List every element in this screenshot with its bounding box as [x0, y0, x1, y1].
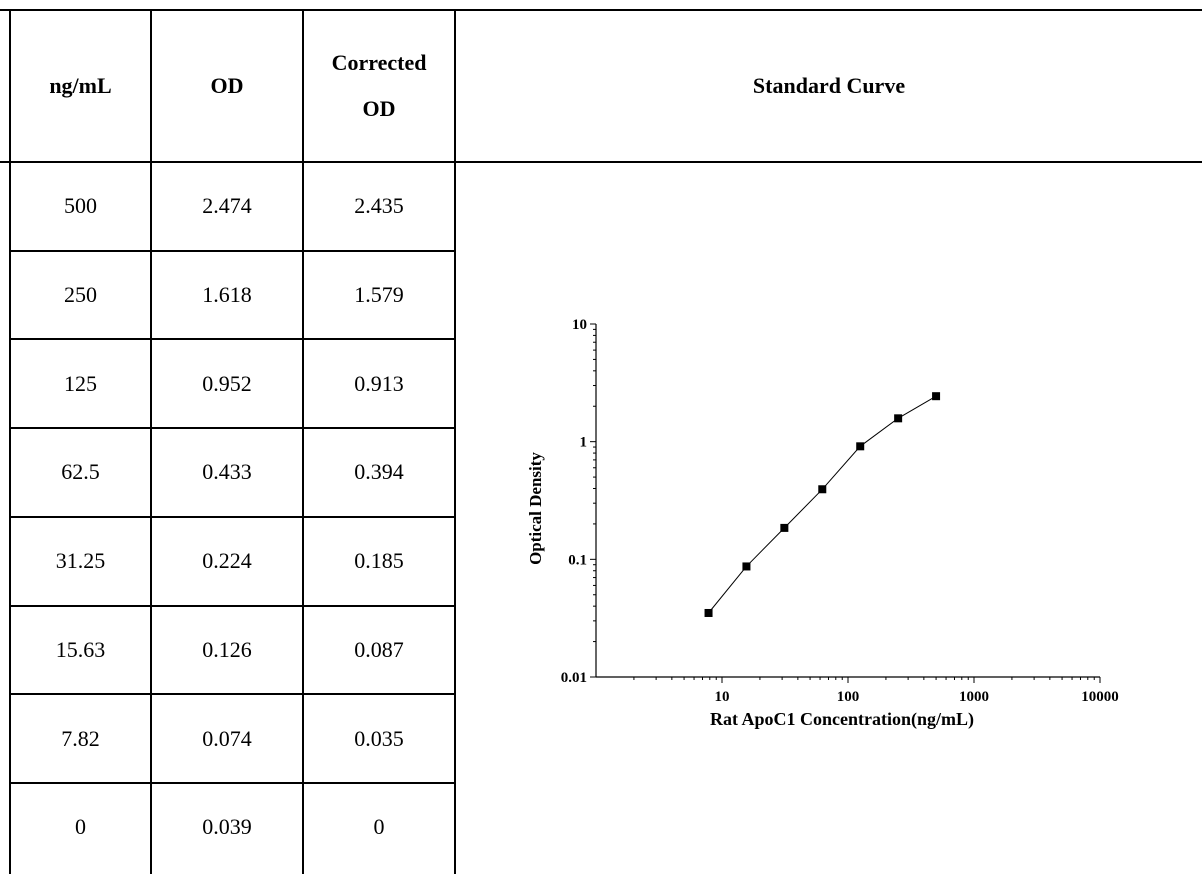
table-cell-od: 0.074 — [202, 725, 252, 751]
table-cell-conc: 31.25 — [55, 548, 106, 574]
table-cell-conc: 62.5 — [61, 459, 100, 485]
x-tick-label: 10 — [715, 689, 730, 705]
table-cell-conc: 0 — [75, 814, 86, 840]
series-line — [708, 395, 937, 614]
table-cell-od: 0.224 — [202, 548, 252, 574]
table-cell-conc: 15.63 — [55, 636, 106, 662]
table-cell-corrected: 0.185 — [354, 548, 404, 574]
data-point — [704, 608, 713, 617]
header-od: OD — [152, 11, 302, 161]
table-cell-corrected: 0 — [373, 814, 385, 840]
data-point — [856, 442, 865, 451]
col-divider-2 — [302, 9, 304, 874]
table-row-divider — [9, 782, 454, 784]
table-cell-conc: 500 — [64, 193, 97, 219]
table-cell-conc: 7.82 — [61, 725, 100, 751]
data-point — [894, 414, 903, 423]
table-left-border — [9, 9, 11, 874]
table-cell-conc: 125 — [64, 370, 97, 396]
header-corrected-line2: OD — [362, 96, 396, 121]
table-header-border — [0, 161, 1202, 163]
header-od-label: OD — [210, 73, 244, 98]
y-tick-label: 0.1 — [568, 552, 587, 568]
table-row-divider — [9, 338, 454, 340]
x-tick-label: 10000 — [1081, 689, 1119, 705]
data-point — [818, 485, 827, 494]
x-tick-label: 1000 — [959, 689, 989, 705]
table-row-divider — [9, 516, 454, 518]
table-top-border — [0, 9, 1202, 11]
x-axis-title: Rat ApoC1 Concentration(ng/mL) — [710, 709, 974, 730]
y-axis-title: Optical Density — [526, 452, 545, 565]
table-row-divider — [9, 427, 454, 429]
col-divider-3 — [454, 9, 456, 874]
col-divider-1 — [150, 9, 152, 874]
table-cell-corrected: 1.579 — [354, 282, 404, 308]
table-cell-corrected: 2.435 — [354, 193, 404, 219]
table-cell-od: 0.433 — [202, 459, 252, 485]
data-point — [932, 392, 941, 401]
y-tick-label: 1 — [580, 435, 588, 451]
table-cell-corrected: 0.035 — [354, 725, 404, 751]
table-cell-corrected: 0.913 — [354, 370, 404, 396]
header-conc-label: ng/mL — [49, 73, 112, 98]
table-cell-od: 0.952 — [202, 370, 252, 396]
table-row-divider — [9, 693, 454, 695]
header-corrected-line1: Corrected — [331, 50, 427, 75]
header-corrected-od: Corrected OD — [304, 11, 454, 161]
table-cell-od: 0.126 — [202, 636, 252, 662]
table-cell-od: 0.039 — [202, 814, 252, 840]
header-conc: ng/mL — [11, 11, 150, 161]
data-point — [742, 562, 751, 571]
x-tick-label: 100 — [837, 689, 860, 705]
table-row-divider — [9, 605, 454, 607]
y-tick-label: 10 — [572, 317, 587, 333]
table-cell-od: 1.618 — [202, 282, 252, 308]
table-row-divider — [9, 250, 454, 252]
table-cell-corrected: 0.087 — [354, 636, 404, 662]
table-cell-od: 2.474 — [202, 193, 252, 219]
y-tick-label: 0.01 — [561, 670, 587, 686]
table-cell-corrected: 0.394 — [354, 459, 404, 485]
header-standard-curve: Standard Curve — [456, 11, 1202, 161]
data-point — [780, 523, 789, 532]
table-cell-conc: 250 — [64, 282, 97, 308]
header-curve-label: Standard Curve — [752, 73, 906, 98]
